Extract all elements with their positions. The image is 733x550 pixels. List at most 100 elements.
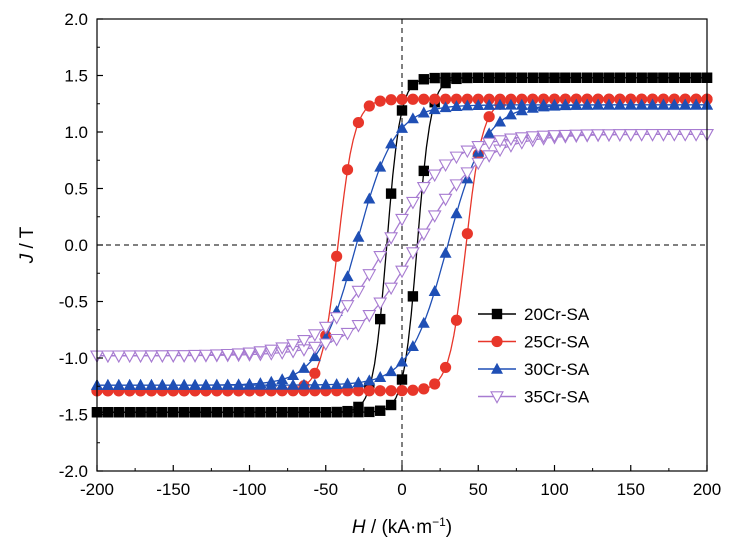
data-point — [341, 270, 354, 282]
data-point — [396, 121, 408, 133]
data-point — [276, 373, 289, 385]
data-point — [363, 192, 376, 204]
data-point — [689, 129, 704, 142]
data-point — [679, 98, 692, 110]
legend-label: 35Cr-SA — [524, 388, 590, 407]
series-layer — [90, 72, 714, 418]
data-point — [581, 72, 593, 83]
data-point — [222, 407, 233, 418]
data-point — [254, 377, 267, 388]
data-point — [538, 72, 549, 83]
data-point — [504, 108, 517, 120]
data-point — [656, 129, 671, 142]
data-point — [395, 213, 409, 227]
data-point — [668, 98, 681, 110]
data-point — [527, 72, 538, 83]
data-point — [471, 157, 486, 171]
x-tick-label: -100 — [232, 480, 266, 499]
legend-label: 25Cr-SA — [524, 333, 590, 352]
legend-marker — [491, 362, 503, 374]
data-point — [287, 407, 299, 418]
x-tick-label: -200 — [80, 480, 114, 499]
data-point — [449, 179, 464, 192]
data-point — [493, 135, 507, 148]
data-point — [418, 165, 429, 177]
data-point — [364, 406, 375, 418]
data-point — [450, 93, 463, 105]
data-point — [309, 407, 321, 418]
data-point — [440, 77, 451, 89]
data-point — [275, 342, 290, 355]
data-point — [124, 407, 135, 418]
data-point — [624, 98, 637, 110]
data-point — [144, 350, 159, 363]
data-point — [329, 333, 344, 347]
data-point — [375, 313, 386, 325]
data-point — [307, 329, 322, 342]
data-point — [307, 341, 322, 355]
data-point — [614, 72, 626, 83]
data-point — [667, 129, 682, 142]
data-point — [122, 350, 137, 364]
data-point — [418, 383, 430, 395]
data-point — [373, 297, 388, 311]
data-point — [362, 269, 377, 282]
data-point — [440, 72, 451, 84]
data-point — [233, 407, 244, 418]
data-point — [385, 188, 397, 199]
data-point — [341, 377, 354, 389]
data-point — [418, 93, 430, 105]
data-point — [560, 72, 571, 83]
data-point — [450, 314, 463, 326]
data-point — [462, 72, 473, 83]
data-point — [220, 348, 235, 362]
data-point — [264, 344, 279, 358]
data-point — [189, 378, 202, 390]
plot-area — [97, 19, 707, 471]
data-point — [155, 350, 170, 363]
data-point — [297, 378, 310, 390]
legend-marker — [491, 335, 503, 348]
data-point — [657, 98, 670, 110]
data-point — [461, 93, 473, 105]
data-point — [503, 133, 518, 147]
data-point — [320, 406, 331, 418]
data-point — [178, 378, 191, 390]
data-point — [374, 385, 386, 397]
data-point — [416, 228, 431, 242]
data-point — [581, 98, 594, 110]
data-point — [351, 320, 366, 333]
data-point — [396, 93, 408, 105]
y-tick-label: 0.0 — [64, 236, 88, 255]
data-point — [395, 265, 409, 279]
data-point — [516, 72, 528, 83]
data-point — [407, 79, 419, 91]
y-tick-label: 1.5 — [64, 67, 88, 86]
data-point — [569, 129, 584, 143]
data-point — [461, 99, 474, 111]
data-point — [134, 378, 147, 390]
data-point — [429, 72, 440, 84]
data-point — [417, 106, 430, 118]
data-point — [428, 285, 441, 296]
y-tick-label: -1.5 — [59, 406, 88, 425]
data-point — [157, 407, 168, 418]
data-point — [101, 378, 114, 390]
data-point — [483, 127, 496, 139]
data-point — [494, 72, 506, 83]
data-point — [287, 369, 300, 380]
data-point — [298, 407, 310, 418]
data-point — [266, 407, 277, 418]
data-point — [439, 101, 452, 113]
y-tick-label: -2.0 — [59, 462, 88, 481]
data-point — [427, 210, 442, 223]
data-point — [352, 376, 365, 388]
data-point — [460, 167, 475, 180]
data-point — [177, 350, 192, 363]
data-point — [242, 347, 257, 361]
data-point — [330, 378, 343, 389]
y-tick-label: 0.5 — [64, 180, 88, 199]
data-point — [407, 384, 419, 396]
y-tick-label: -0.5 — [59, 293, 88, 312]
